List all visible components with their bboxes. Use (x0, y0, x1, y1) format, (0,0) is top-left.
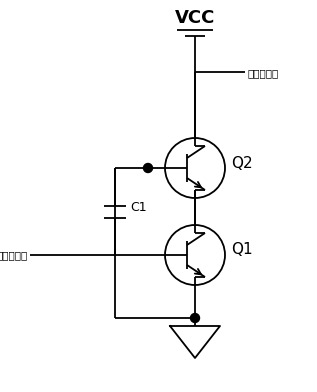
Text: 信号输入端: 信号输入端 (0, 250, 28, 260)
Circle shape (191, 314, 199, 323)
Text: Q1: Q1 (231, 243, 253, 258)
Text: 信号输出端: 信号输出端 (248, 68, 279, 78)
Text: C1: C1 (130, 201, 147, 214)
Circle shape (144, 163, 152, 172)
Text: VCC: VCC (175, 9, 215, 27)
Text: Q2: Q2 (231, 156, 253, 171)
